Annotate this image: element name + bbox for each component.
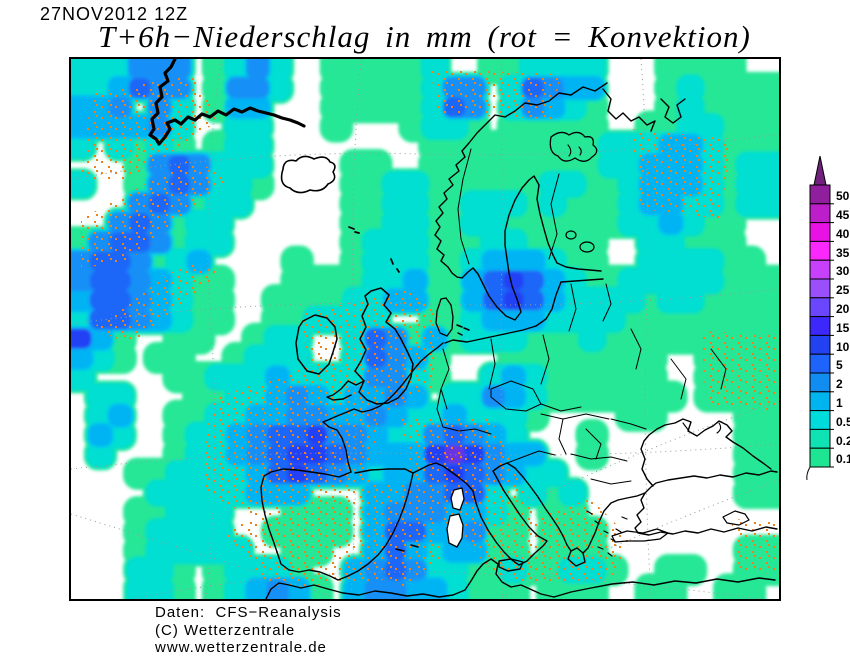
svg-text:1: 1 — [836, 396, 843, 410]
svg-text:0.1: 0.1 — [836, 452, 850, 466]
svg-text:30: 30 — [836, 264, 850, 278]
svg-text:0.2: 0.2 — [836, 434, 850, 448]
svg-text:0.5: 0.5 — [836, 415, 850, 429]
svg-text:2: 2 — [836, 377, 843, 391]
svg-text:50: 50 — [836, 189, 850, 203]
svg-text:45: 45 — [836, 208, 850, 222]
svg-text:35: 35 — [836, 246, 850, 260]
svg-text:40: 40 — [836, 227, 850, 241]
svg-text:10: 10 — [836, 340, 850, 354]
svg-text:5: 5 — [836, 358, 843, 372]
svg-text:25: 25 — [836, 283, 850, 297]
svg-text:15: 15 — [836, 321, 850, 335]
svg-text:20: 20 — [836, 302, 850, 316]
